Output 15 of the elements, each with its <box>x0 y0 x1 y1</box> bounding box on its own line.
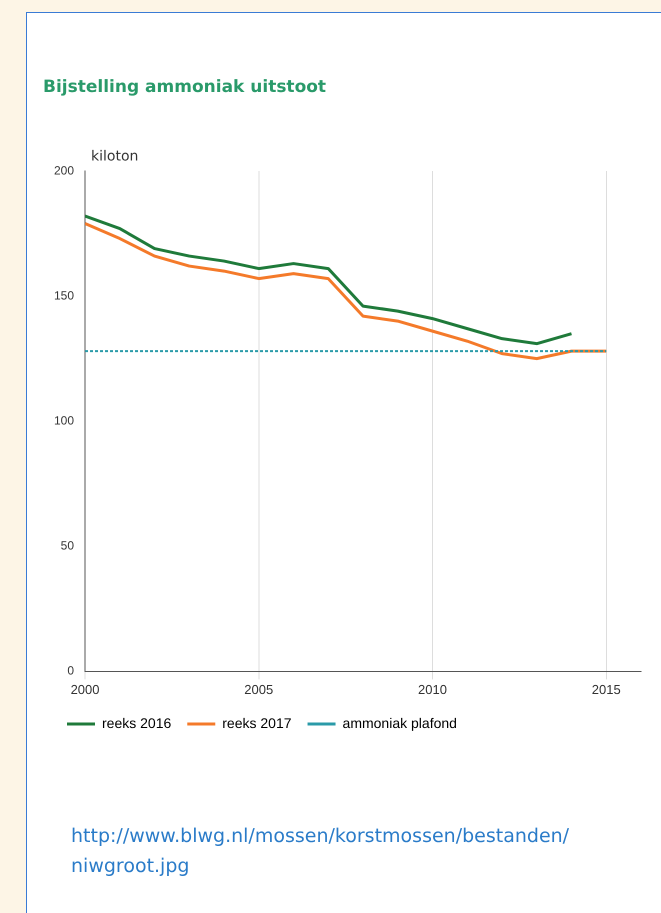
chart-title: Bijstelling ammoniak uitstoot <box>43 77 326 97</box>
y-tick-label: 200 <box>54 163 74 178</box>
x-tick-label: 2010 <box>418 682 447 697</box>
legend-label: reeks 2016 <box>102 714 172 731</box>
y-axis-title: kiloton <box>91 148 138 165</box>
y-tick-label: 150 <box>54 288 74 302</box>
legend-label: ammoniak plafond <box>342 714 457 731</box>
x-tick-label: 2015 <box>592 682 621 697</box>
text: http://www.blwg.nl/mossen/korstmossen/bestanden/niwgroot.jpg <box>71 825 570 877</box>
x-tick-label: 2005 <box>244 682 274 697</box>
y-tick-label: 100 <box>54 414 74 428</box>
legend-label: reeks 2017 <box>222 714 292 731</box>
x-tick-label: 2000 <box>70 682 100 697</box>
y-tick-label: 50 <box>60 538 74 553</box>
y-tick-label: 0 <box>67 664 74 678</box>
